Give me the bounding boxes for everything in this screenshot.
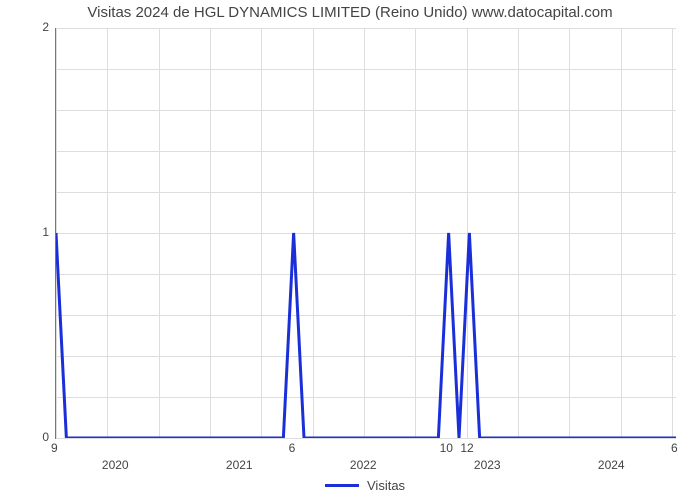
legend-swatch bbox=[325, 484, 359, 487]
chart-title: Visitas 2024 de HGL DYNAMICS LIMITED (Re… bbox=[0, 4, 700, 21]
gridline-horizontal bbox=[56, 438, 676, 439]
y-tick-label: 2 bbox=[35, 20, 49, 34]
chart-container: { "title": "Visitas 2024 de HGL DYNAMICS… bbox=[0, 0, 700, 500]
x-tick-label: 2023 bbox=[474, 458, 501, 472]
point-month-label: 6 bbox=[289, 441, 296, 455]
plot-area bbox=[55, 28, 676, 439]
point-month-label: 12 bbox=[460, 441, 473, 455]
y-tick-label: 1 bbox=[35, 225, 49, 239]
x-tick-label: 2021 bbox=[226, 458, 253, 472]
x-tick-label: 2024 bbox=[598, 458, 625, 472]
x-tick-label: 2022 bbox=[350, 458, 377, 472]
point-month-label: 6 bbox=[671, 441, 678, 455]
x-tick-label: 2020 bbox=[102, 458, 129, 472]
point-month-label: 9 bbox=[51, 441, 58, 455]
legend-label: Visitas bbox=[367, 478, 405, 493]
point-month-label: 10 bbox=[440, 441, 453, 455]
legend: Visitas bbox=[325, 478, 405, 493]
series-line bbox=[56, 28, 676, 438]
y-tick-label: 0 bbox=[35, 430, 49, 444]
